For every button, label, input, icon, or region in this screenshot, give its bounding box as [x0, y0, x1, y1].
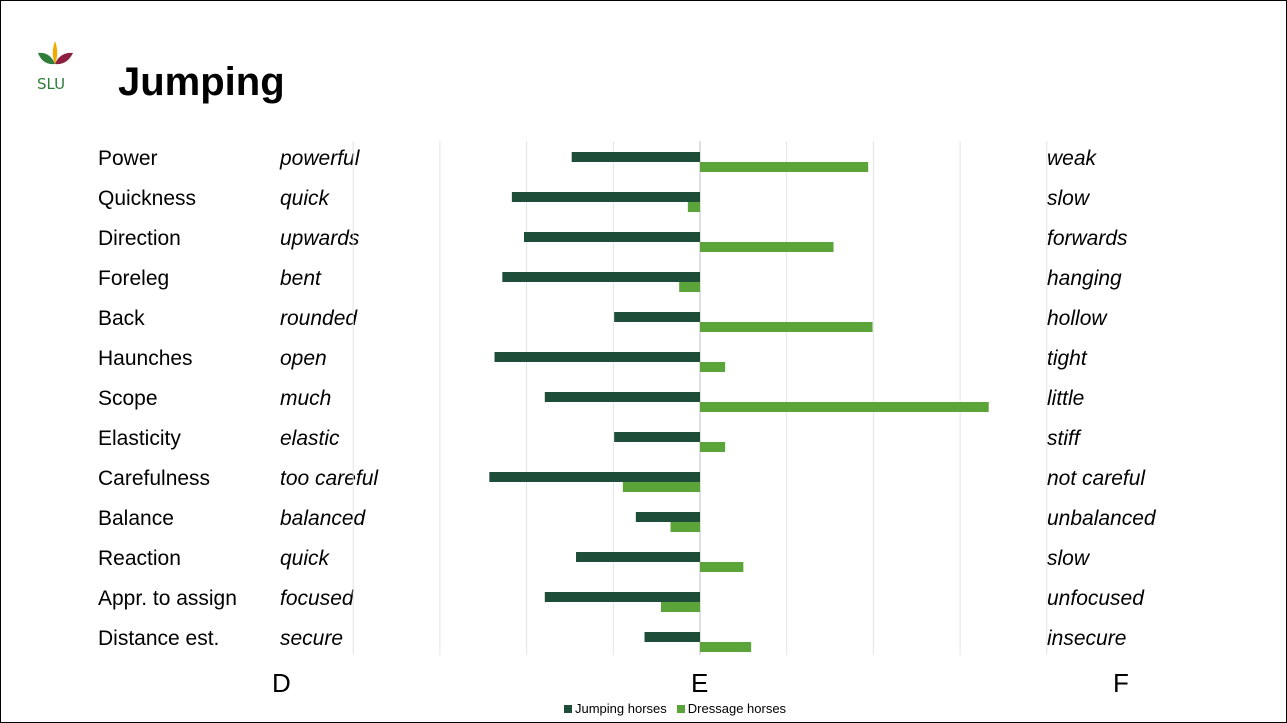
left-pole-label: bent [280, 267, 321, 290]
bar-jumping-horses [576, 552, 700, 562]
bar-jumping-horses [489, 472, 700, 482]
bar-dressage-horses [700, 362, 726, 372]
right-pole-label: slow [1047, 547, 1090, 570]
left-pole-label: open [280, 347, 327, 370]
bar-dressage-horses [700, 562, 744, 572]
category-label: Direction [98, 227, 181, 250]
bar-dressage-horses [687, 202, 700, 212]
slu-logo: SLU [37, 41, 73, 93]
category-label: Power [98, 147, 158, 170]
right-pole-label: stiff [1047, 427, 1080, 450]
left-pole-label: much [280, 387, 332, 410]
right-pole-label: not careful [1047, 467, 1146, 490]
slide-title: Jumping [118, 60, 285, 104]
right-pole-label: hollow [1047, 307, 1107, 330]
bar-dressage-horses [622, 482, 700, 492]
legend-label-jumping: Jumping horses [575, 701, 667, 716]
left-pole-label: upwards [280, 227, 360, 250]
bar-jumping-horses [511, 192, 700, 202]
bar-jumping-horses [571, 152, 700, 162]
left-pole-label: powerful [280, 147, 360, 170]
category-label: Back [98, 307, 145, 330]
category-label: Elasticity [98, 427, 181, 450]
bar-dressage-horses [700, 402, 989, 412]
svg-text:SLU: SLU [37, 75, 65, 93]
chart-legend: Jumping horses Dressage horses [564, 701, 786, 717]
bar-jumping-horses [544, 592, 700, 602]
left-pole-label: quick [280, 547, 330, 570]
right-pole-label: hanging [1047, 267, 1122, 290]
category-label: Distance est. [98, 627, 220, 650]
left-pole-label: balanced [280, 507, 366, 530]
category-label: Quickness [98, 187, 197, 210]
axis-letter-center: E [691, 668, 709, 698]
category-label: Appr. to assign [98, 587, 237, 610]
category-label: Foreleg [98, 267, 170, 290]
left-pole-label: rounded [280, 307, 358, 330]
bar-dressage-horses [670, 522, 700, 532]
bar-dressage-horses [700, 642, 752, 652]
bar-dressage-horses [679, 282, 700, 292]
right-pole-label: slow [1047, 187, 1090, 210]
bar-jumping-horses [544, 392, 700, 402]
category-label: Balance [98, 507, 174, 530]
legend-label-dressage: Dressage horses [687, 701, 787, 716]
legend-swatch-dressage [676, 705, 685, 713]
axis-letter-left: D [272, 668, 291, 698]
bar-jumping-horses [614, 312, 700, 322]
legend-item-dressage: Dressage horses [676, 701, 787, 717]
bar-jumping-horses [494, 352, 700, 362]
legend-swatch-jumping [564, 705, 572, 713]
axis-letter-right: F [1113, 668, 1129, 698]
legend-item-jumping: Jumping horses [564, 701, 667, 717]
bar-jumping-horses [523, 232, 700, 242]
right-pole-label: unbalanced [1047, 507, 1156, 530]
category-label: Carefulness [98, 467, 211, 490]
bar-jumping-horses [502, 272, 700, 282]
bar-dressage-horses [700, 242, 834, 252]
bar-jumping-horses [644, 632, 700, 642]
right-pole-label: unfocused [1047, 587, 1144, 610]
bar-jumping-horses [635, 512, 700, 522]
bar-dressage-horses [700, 162, 869, 172]
right-pole-label: insecure [1047, 627, 1127, 650]
category-label: Scope [98, 387, 158, 410]
right-pole-label: tight [1047, 347, 1087, 370]
category-label: Haunches [98, 347, 193, 370]
left-pole-label: quick [280, 187, 330, 210]
bar-dressage-horses [700, 442, 726, 452]
bar-dressage-horses [660, 602, 700, 612]
left-pole-label: focused [280, 587, 354, 610]
bar-jumping-horses [614, 432, 700, 442]
right-pole-label: forwards [1047, 227, 1128, 250]
left-pole-label: secure [280, 627, 344, 650]
right-pole-label: weak [1047, 147, 1097, 170]
category-label: Reaction [98, 547, 181, 570]
left-pole-label: elastic [280, 427, 340, 450]
right-pole-label: little [1047, 387, 1085, 410]
bar-dressage-horses [700, 322, 873, 332]
